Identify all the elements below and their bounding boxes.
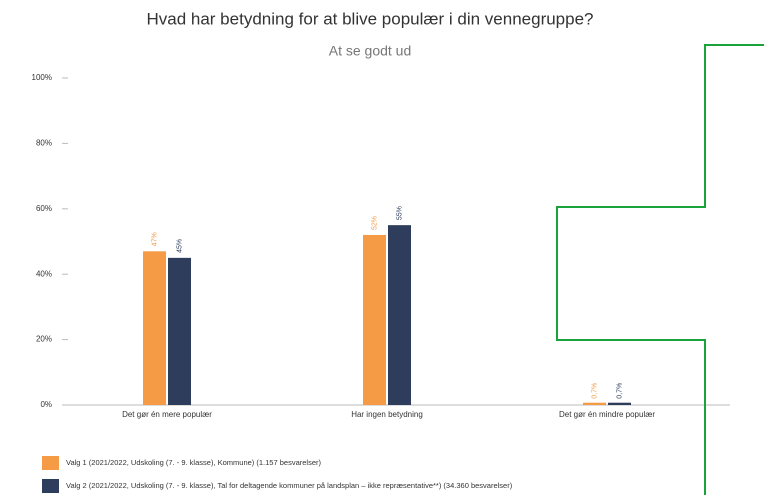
value-label: 45% — [176, 239, 183, 253]
chart-title: Hvad har betydning for at blive populær … — [146, 9, 593, 28]
y-tick-label: 100% — [32, 73, 52, 82]
value-label: 0,7% — [616, 383, 623, 399]
chart-subtitle: At se godt ud — [329, 43, 412, 59]
y-tick-label: 60% — [36, 204, 52, 213]
bar — [388, 225, 411, 405]
value-label: 0,7% — [591, 383, 598, 399]
bar — [583, 402, 606, 405]
bar — [363, 234, 386, 405]
y-tick-label: 80% — [36, 139, 52, 148]
x-tick-label: Det gør én mere populær — [122, 410, 212, 419]
y-tick-label: 0% — [40, 400, 52, 409]
selection-outline — [556, 44, 764, 495]
bar — [608, 402, 631, 405]
legend-swatch — [42, 479, 59, 493]
value-label: 52% — [371, 216, 378, 230]
y-tick-label: 20% — [36, 335, 52, 344]
bar — [143, 251, 166, 405]
x-tick-label: Har ingen betydning — [351, 410, 423, 419]
legend-label: Valg 1 (2021/2022, Udskoling (7. - 9. kl… — [66, 458, 321, 467]
y-tick-label: 40% — [36, 269, 52, 278]
x-tick-label: Det gør én mindre populær — [559, 410, 655, 419]
value-label: 55% — [396, 206, 403, 220]
legend-swatch — [42, 456, 59, 470]
legend-label: Valg 2 (2021/2022, Udskoling (7. - 9. kl… — [66, 481, 513, 490]
value-label: 47% — [151, 232, 158, 246]
bar — [168, 257, 191, 405]
